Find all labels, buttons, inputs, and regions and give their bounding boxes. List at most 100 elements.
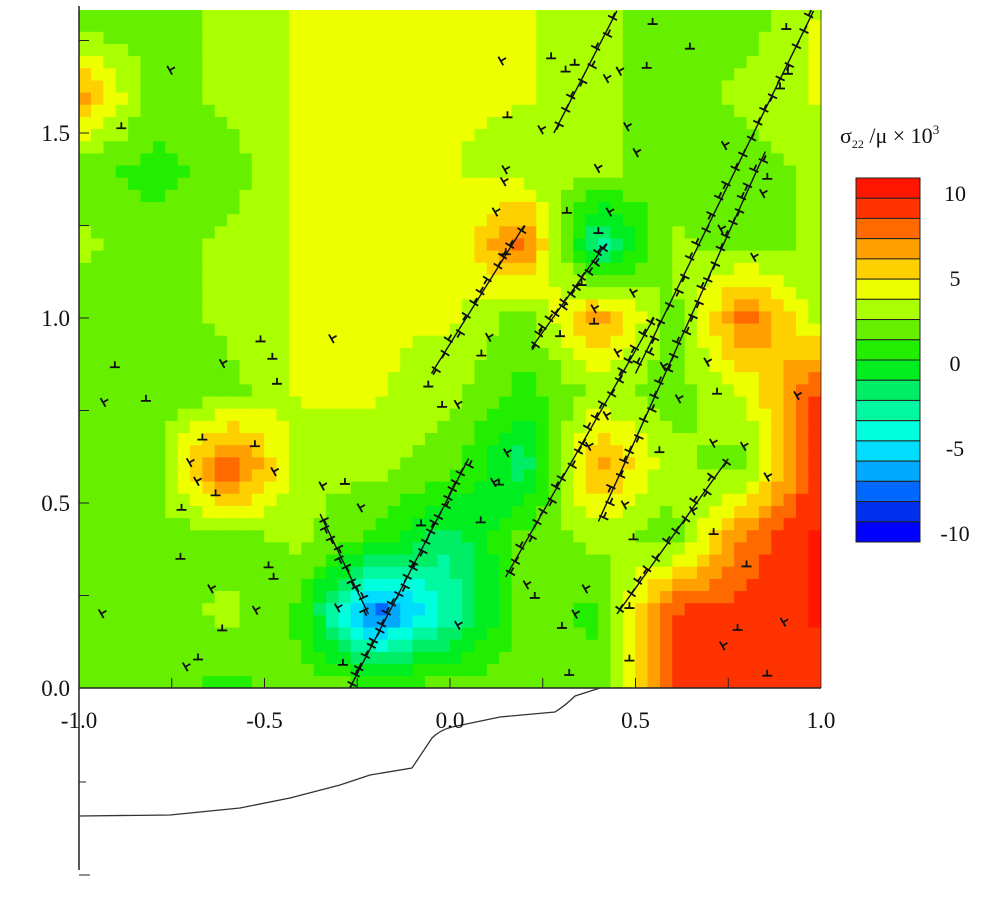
field-cell — [585, 663, 599, 677]
field-cell — [783, 79, 797, 93]
field-cell — [239, 468, 253, 482]
field-cell — [288, 675, 302, 688]
field-cell — [326, 626, 339, 640]
field-cell — [610, 481, 624, 494]
field-cell — [449, 10, 463, 20]
field-cell — [561, 116, 574, 130]
field-cell — [338, 614, 352, 628]
field-cell — [214, 31, 228, 44]
field-cell — [264, 663, 278, 677]
field-cell — [523, 67, 537, 81]
field-cell — [462, 164, 476, 178]
field-cell — [449, 310, 463, 324]
field-cell — [301, 444, 315, 458]
field-cell — [499, 614, 513, 628]
field-cell — [190, 104, 203, 117]
field-cell — [313, 79, 327, 93]
field-cell — [721, 43, 735, 57]
field-cell — [795, 237, 809, 251]
field-cell — [746, 566, 760, 579]
field-cell — [190, 614, 203, 628]
field-cell — [239, 286, 253, 300]
field-cell — [363, 468, 377, 482]
field-cell — [140, 250, 154, 263]
field-cell — [338, 225, 352, 239]
field-cell — [573, 481, 587, 494]
colorbar-band — [855, 420, 921, 442]
field-cell — [622, 298, 636, 312]
field-cell — [585, 237, 599, 251]
field-cell — [758, 116, 772, 130]
dislocation-symbol — [193, 476, 203, 487]
field-cell — [165, 481, 179, 494]
field-cell — [573, 590, 587, 604]
field-cell — [79, 152, 92, 166]
field-cell — [227, 639, 241, 652]
field-cell — [548, 213, 562, 227]
field-cell — [598, 529, 612, 543]
field-cell — [338, 468, 352, 482]
field-cell — [474, 468, 488, 482]
field-cell — [202, 517, 216, 531]
field-cell — [152, 335, 166, 348]
field-cell — [746, 383, 760, 397]
field-cell — [758, 298, 772, 312]
field-cell — [412, 347, 426, 361]
dislocation-symbol — [758, 104, 769, 113]
field-cell — [635, 286, 649, 300]
field-cell — [190, 566, 203, 579]
field-cell — [622, 225, 636, 239]
field-cell — [573, 505, 587, 519]
field-cell — [412, 432, 426, 446]
dislocation-symbol — [393, 590, 404, 600]
field-cell — [598, 444, 612, 458]
dislocation-symbol — [706, 210, 716, 220]
field-cell — [128, 322, 142, 336]
field-cell — [561, 553, 574, 567]
field-cell — [721, 274, 735, 288]
field-cell — [635, 237, 649, 251]
field-cell — [746, 651, 760, 664]
dislocation-symbol — [614, 374, 625, 384]
field-cell — [424, 164, 438, 178]
field-cell — [598, 335, 612, 348]
field-cell — [363, 177, 377, 190]
field-cell — [585, 359, 599, 373]
dislocation-symbol — [99, 397, 109, 408]
field-cell — [152, 468, 166, 482]
field-cell — [697, 213, 710, 227]
field-cell — [326, 444, 339, 458]
field-cell — [227, 237, 241, 251]
field-cell — [437, 602, 451, 616]
field-cell — [474, 566, 488, 579]
field-cell — [635, 310, 649, 324]
field-cell — [115, 578, 129, 592]
field-cell — [684, 10, 698, 20]
field-cell — [771, 529, 785, 543]
field-cell — [326, 104, 339, 117]
field-cell — [511, 371, 525, 385]
field-cell — [697, 55, 710, 69]
field-cell — [647, 92, 661, 105]
field-cell — [424, 92, 438, 105]
field-cell — [350, 541, 364, 555]
field-cell — [659, 177, 673, 190]
field-cell — [449, 590, 463, 604]
field-cell — [276, 55, 290, 69]
field-cell — [375, 456, 389, 470]
field-cell — [276, 408, 290, 421]
field-cell — [313, 541, 327, 555]
field-cell — [758, 19, 772, 32]
field-cell — [635, 92, 649, 105]
field-cell — [375, 322, 389, 336]
field-cell — [709, 578, 723, 592]
field-cell — [474, 152, 488, 166]
field-cell — [288, 128, 302, 142]
field-cell — [264, 237, 278, 251]
field-cell — [190, 237, 203, 251]
dislocation-symbol — [584, 441, 594, 452]
field-cell — [227, 578, 241, 592]
field-cell — [424, 213, 438, 227]
field-cell — [709, 408, 723, 421]
field-cell — [734, 79, 748, 93]
